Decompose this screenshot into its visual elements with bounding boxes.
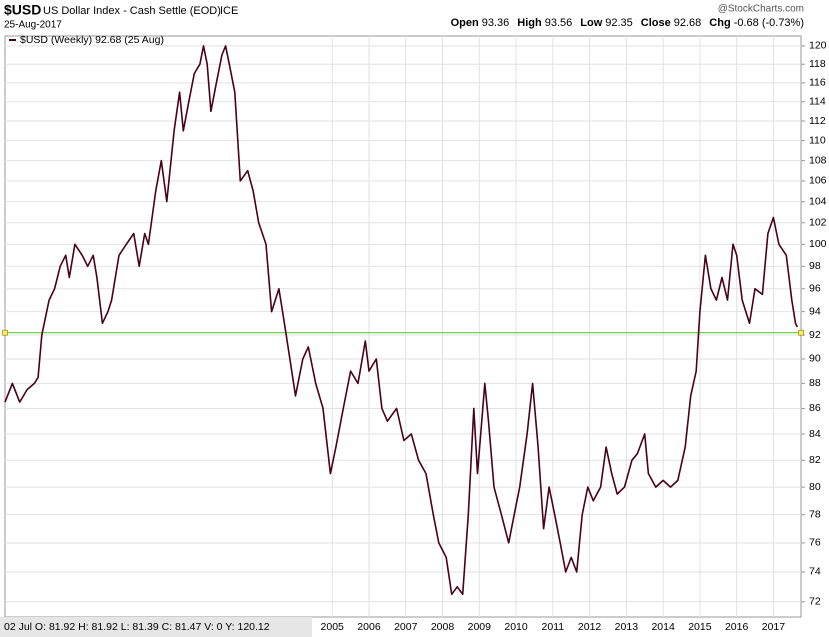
quote-label: Low: [580, 17, 602, 29]
y-tick-label: 120: [809, 40, 827, 52]
plot-frame: [4, 35, 802, 618]
quote-value: 93.56: [545, 17, 573, 29]
level-handle: [2, 329, 8, 336]
x-tick-label: 2016: [725, 621, 749, 633]
instrument-name: US Dollar Index - Cash Settle (EOD): [43, 5, 221, 17]
x-tick-label: 2010: [504, 621, 528, 633]
y-tick-label: 76: [809, 537, 821, 549]
quote-value: 92.35: [605, 17, 633, 29]
y-tick-label: 82: [809, 454, 821, 466]
y-tick-label: 96: [809, 283, 821, 295]
quote-value: 92.68: [674, 17, 702, 29]
source: @StockCharts.com: [718, 4, 804, 15]
quote-label: High: [517, 17, 542, 29]
quote-value: -0.68 (-0.73%): [734, 17, 804, 29]
date: 25-Aug-2017: [4, 20, 62, 31]
y-tick-label: 94: [809, 305, 821, 317]
y-tick-label: 92: [809, 329, 821, 341]
x-tick-label: 2013: [615, 621, 639, 633]
level-handle: [798, 329, 804, 336]
y-tick-label: 114: [809, 96, 826, 108]
y-tick-label: 86: [809, 402, 821, 414]
quote-value: 93.36: [482, 17, 510, 29]
x-tick-label: 2015: [688, 621, 712, 633]
y-tick-label: 72: [809, 596, 821, 608]
y-tick-label: 80: [809, 481, 821, 493]
y-tick-label: 84: [809, 428, 821, 440]
x-tick-label: 2006: [357, 621, 381, 633]
quote-label: Chg: [709, 17, 730, 29]
y-tick-label: 102: [809, 217, 827, 229]
y-tick-label: 78: [809, 508, 821, 520]
x-tick-label: 2005: [321, 621, 345, 633]
symbol: $USD: [4, 2, 41, 18]
quote-label: Open: [451, 17, 479, 29]
info-text: 02 Jul O: 81.92 H: 81.92 L: 81.39 C: 81.…: [4, 621, 270, 633]
exchange: ICE: [220, 5, 238, 17]
quote-label: Close: [641, 17, 671, 29]
y-tick-label: 108: [809, 154, 827, 166]
y-tick-label: 90: [809, 353, 821, 365]
y-tick-label: 116: [809, 77, 826, 89]
y-tick-label: 98: [809, 260, 821, 272]
y-tick-label: 106: [809, 175, 827, 187]
legend-label: $USD (Weekly) 92.68 (25 Aug): [20, 34, 164, 46]
x-tick-label: 2007: [394, 621, 418, 633]
price-line: [4, 45, 799, 596]
x-tick-label: 2008: [431, 621, 455, 633]
x-tick-label: 2014: [651, 621, 675, 633]
quote-row: Open 93.36 High 93.56 Low 92.35 Close 92.68 Chg -…: [451, 17, 804, 29]
x-tick-label: 2009: [468, 621, 492, 633]
y-tick-label: 104: [809, 195, 827, 207]
y-tick-label: 88: [809, 377, 821, 389]
y-tick-label: 100: [809, 238, 827, 250]
x-tick-label: 2012: [578, 621, 602, 633]
y-tick-label: 74: [809, 566, 821, 578]
x-tick-label: 2011: [542, 621, 565, 633]
y-tick-label: 118: [809, 58, 826, 70]
x-tick-label: 2017: [762, 621, 786, 633]
y-tick-label: 112: [809, 115, 826, 127]
info-box: [0, 617, 312, 637]
y-tick-label: 110: [809, 134, 826, 146]
